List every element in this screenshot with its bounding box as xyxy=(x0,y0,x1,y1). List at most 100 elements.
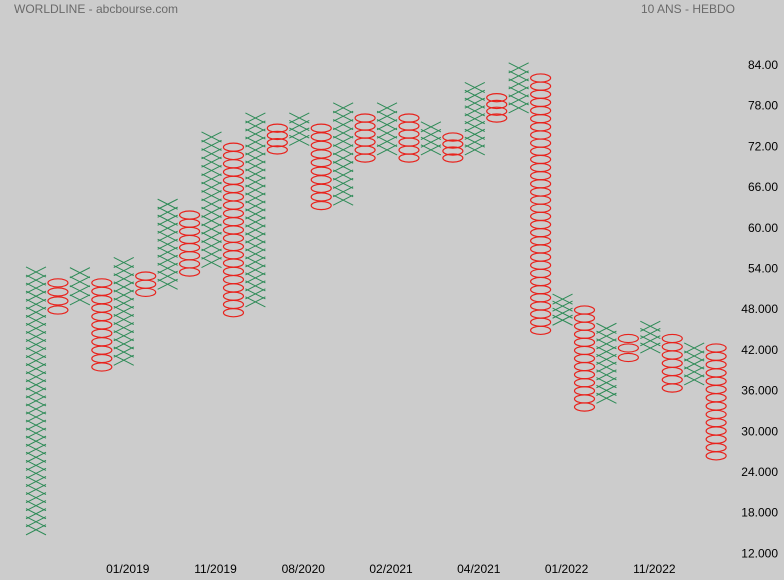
x-box xyxy=(25,467,47,479)
x-tick-label: 04/2021 xyxy=(457,562,501,576)
x-box xyxy=(157,214,178,226)
x-column xyxy=(332,102,354,206)
x-box xyxy=(464,120,486,133)
x-box xyxy=(201,223,222,235)
o-box xyxy=(442,146,464,156)
x-box xyxy=(332,127,354,139)
o-box xyxy=(222,283,245,293)
o-box xyxy=(530,162,552,173)
o-box xyxy=(705,442,727,453)
x-box xyxy=(596,338,617,350)
x-box xyxy=(157,254,178,266)
x-box xyxy=(596,384,617,396)
o-box xyxy=(573,402,596,412)
o-box xyxy=(661,342,683,352)
o-box xyxy=(705,401,727,411)
y-tick-label: 60.00 xyxy=(748,221,778,235)
x-box xyxy=(332,169,354,181)
o-box xyxy=(266,138,288,148)
o-box xyxy=(530,252,552,262)
o-box xyxy=(398,129,420,139)
x-box xyxy=(113,338,134,350)
chart-title: WORLDLINE - abcbourse.com xyxy=(14,2,178,16)
o-column xyxy=(91,278,113,372)
x-box xyxy=(596,369,617,381)
x-box xyxy=(245,248,266,260)
x-box xyxy=(289,127,310,139)
x-column xyxy=(289,112,310,146)
o-box xyxy=(222,150,245,161)
o-box xyxy=(91,328,113,339)
o-box xyxy=(486,106,508,116)
x-box xyxy=(113,281,134,293)
o-box xyxy=(705,426,727,436)
y-tick-label: 66.00 xyxy=(748,180,778,194)
x-box xyxy=(69,294,91,306)
o-box xyxy=(530,73,552,83)
o-box xyxy=(178,242,201,253)
x-box xyxy=(245,280,266,292)
x-box xyxy=(25,298,47,310)
x-box xyxy=(113,257,134,269)
x-box xyxy=(245,256,266,268)
x-tick-label: 11/2019 xyxy=(194,562,237,576)
o-column xyxy=(530,73,552,336)
x-box xyxy=(113,273,134,285)
o-box xyxy=(310,183,332,194)
o-box xyxy=(222,217,245,227)
o-box xyxy=(530,244,552,254)
x-box xyxy=(25,411,47,423)
o-box xyxy=(530,146,552,156)
o-box xyxy=(530,89,552,99)
o-box xyxy=(661,350,683,360)
x-box xyxy=(157,278,178,290)
o-column xyxy=(310,123,332,211)
o-box xyxy=(47,278,69,288)
x-box xyxy=(508,86,529,98)
x-column xyxy=(113,257,134,366)
chart-subtitle: 10 ANS - HEBDO xyxy=(641,2,735,16)
o-box xyxy=(617,343,639,353)
x-box xyxy=(464,136,486,148)
x-box xyxy=(245,216,266,228)
x-box xyxy=(25,306,47,318)
x-box xyxy=(113,313,134,326)
o-box xyxy=(178,234,201,245)
o-column xyxy=(354,113,376,163)
x-box xyxy=(25,363,47,375)
x-box xyxy=(464,89,486,101)
o-box xyxy=(91,286,113,296)
o-box xyxy=(47,296,69,306)
o-box xyxy=(135,287,157,298)
x-box xyxy=(376,144,398,156)
x-box xyxy=(113,289,134,301)
o-box xyxy=(573,394,596,404)
x-box xyxy=(464,81,486,94)
o-box xyxy=(573,386,596,396)
o-box xyxy=(530,138,552,148)
o-column xyxy=(661,333,683,393)
x-tick-label: 01/2019 xyxy=(106,562,150,576)
o-box xyxy=(398,137,420,147)
o-box xyxy=(530,187,552,197)
x-box xyxy=(157,270,178,282)
o-box xyxy=(530,228,552,238)
o-box xyxy=(310,192,332,202)
x-box xyxy=(25,347,47,359)
o-box xyxy=(442,132,464,142)
x-box xyxy=(157,262,178,274)
x-box xyxy=(25,330,47,342)
x-box xyxy=(201,164,222,177)
o-box xyxy=(135,271,157,281)
o-box xyxy=(354,113,376,123)
x-column xyxy=(640,320,661,354)
x-column xyxy=(201,131,222,269)
x-box xyxy=(157,222,178,234)
x-box xyxy=(508,70,529,82)
o-box xyxy=(486,99,508,110)
o-box xyxy=(222,200,245,210)
x-box xyxy=(464,128,486,140)
x-box xyxy=(113,346,134,358)
x-box xyxy=(25,508,47,520)
x-box xyxy=(596,392,617,404)
